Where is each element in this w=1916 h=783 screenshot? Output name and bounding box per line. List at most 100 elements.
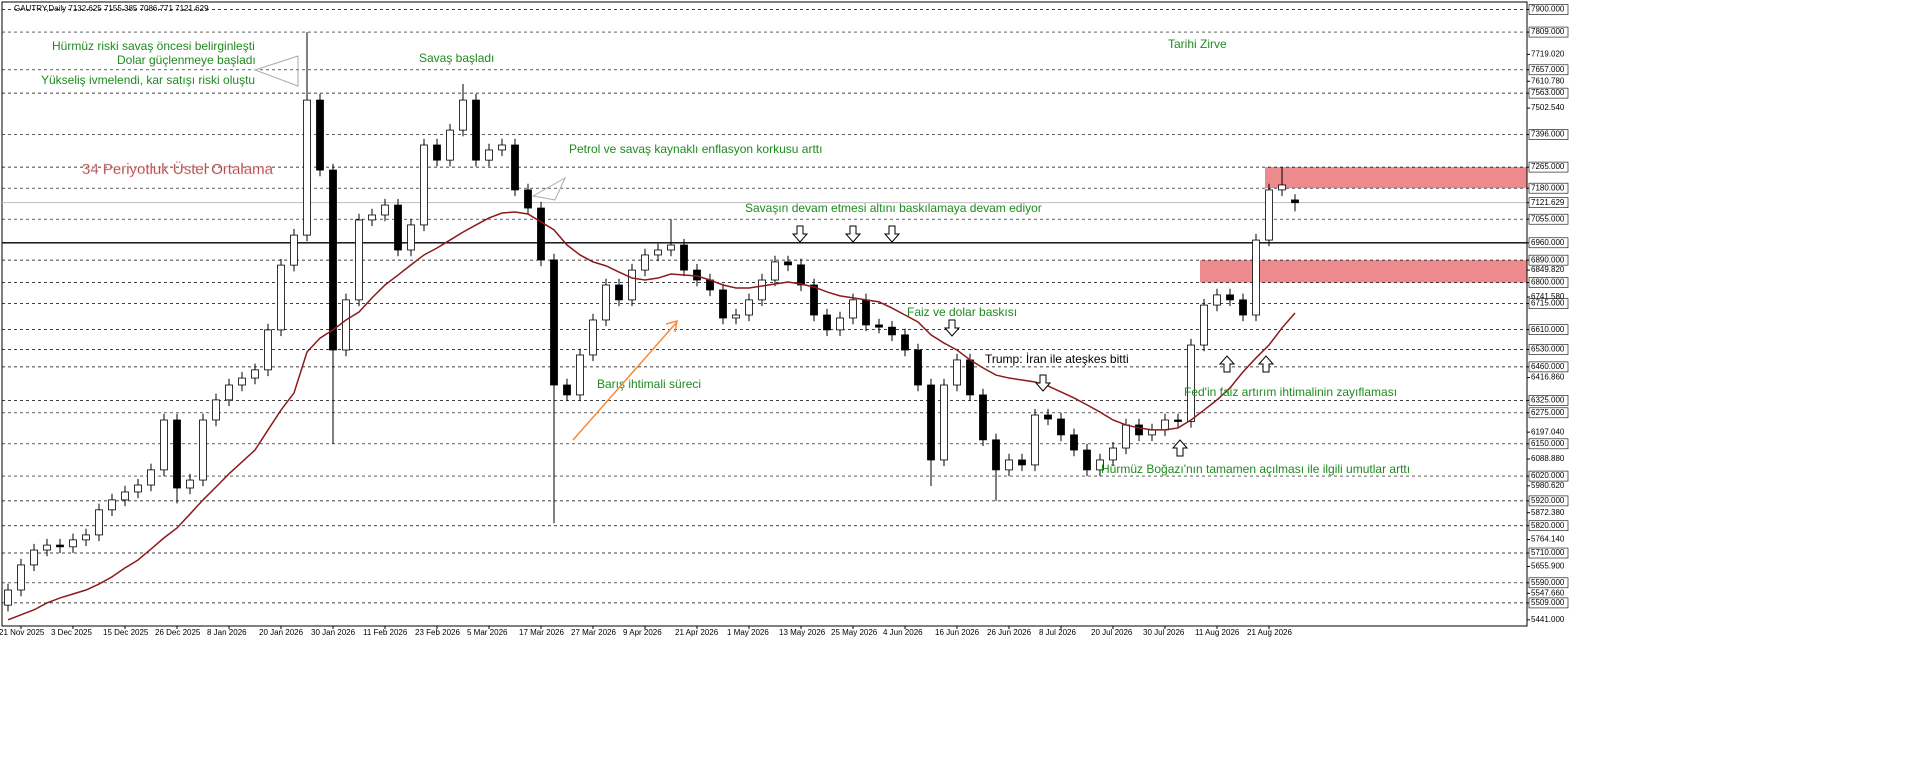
- price-box: [1528, 87, 1569, 99]
- candle-body: [719, 289, 727, 319]
- zone: [1265, 167, 1527, 189]
- candle-body: [953, 359, 961, 386]
- y-tick-label: 6416.860: [1531, 373, 1565, 382]
- plot-frame: [1, 1, 1528, 627]
- price-axis: 21 Nov 2025 3 Dec 2025 15 Dec 2025 26 Dec 2…: [0, 2, 1569, 637]
- price-box: [1528, 495, 1569, 507]
- candle-body: [966, 359, 974, 396]
- annotation: Fed'in faiz artırım ihtimalinin zayıflam…: [1184, 385, 1397, 399]
- candle-body: [1213, 294, 1221, 306]
- candle-body: [927, 384, 935, 461]
- price-box: [1528, 520, 1569, 532]
- candle-body: [667, 244, 675, 251]
- y-tick-label: 5764.140: [1531, 535, 1565, 544]
- candles: [4, 32, 1299, 621]
- candle-body: [563, 384, 571, 396]
- price-box: [1528, 213, 1569, 225]
- annotations: GAUTRY,Daily 7132.625 7155.385 7086.771 …: [14, 4, 1410, 476]
- x-tick-label: 3 Dec 2025: [51, 628, 92, 637]
- candle-body: [628, 269, 636, 301]
- up-arrow: [1219, 355, 1235, 373]
- y-tick-label: 6530.000: [1531, 345, 1565, 354]
- candle-body: [1239, 299, 1247, 316]
- ema-line: [7, 211, 1296, 621]
- price-box: [1528, 182, 1569, 194]
- candle-body: [758, 279, 766, 301]
- candle-body: [1044, 414, 1052, 420]
- candle-body: [875, 324, 883, 328]
- candle-body: [888, 326, 896, 336]
- x-tick-label: 23 Feb 2026: [415, 628, 460, 637]
- price-box: [1528, 395, 1569, 406]
- x-tick-label: 21 Nov 2025: [0, 628, 45, 637]
- price-box: [1528, 324, 1569, 335]
- price-box: [1528, 237, 1569, 249]
- candle-body: [381, 204, 389, 216]
- marker-triangle: [253, 55, 299, 87]
- candle-body: [1291, 199, 1299, 204]
- down-arrow: [944, 319, 960, 337]
- levels: [2, 9, 1527, 604]
- y-tick-label: 5441.000: [1531, 615, 1565, 624]
- y-tick-label: 7563.000: [1531, 88, 1565, 97]
- x-tick-label: 5 Mar 2026: [467, 628, 508, 637]
- price-box: [1528, 277, 1569, 288]
- y-tick-label: 6275.000: [1531, 408, 1565, 417]
- trend-arrow: [572, 322, 677, 441]
- price-box: [1528, 4, 1569, 15]
- candle-body: [823, 314, 831, 331]
- candle-body: [602, 284, 610, 321]
- candle-body: [1057, 418, 1065, 436]
- candle-body: [56, 544, 64, 548]
- y-tick-label: 6460.000: [1531, 362, 1565, 371]
- down-arrow: [884, 225, 900, 243]
- candle-body: [472, 99, 480, 161]
- candle-body: [420, 144, 428, 226]
- candle-body: [1252, 239, 1260, 316]
- y-tick-label: 7396.000: [1531, 130, 1565, 139]
- x-tick-label: 30 Jan 2026: [311, 628, 356, 637]
- candle-body: [290, 234, 298, 266]
- chart-title: GAUTRY,Daily 7132.625 7155.385 7086.771 …: [14, 4, 209, 13]
- x-tick-label: 4 Jun 2026: [883, 628, 923, 637]
- price-box: [1528, 197, 1569, 208]
- candle-body: [1278, 184, 1286, 191]
- price-box: [1528, 547, 1569, 559]
- candle-body: [1135, 424, 1143, 436]
- candle-body: [1122, 424, 1130, 449]
- y-tick-label: 6800.000: [1531, 278, 1565, 287]
- y-tick-label: 7900.000: [1531, 5, 1565, 14]
- x-tick-label: 25 May 2026: [831, 628, 878, 637]
- y-tick-label: 7657.000: [1531, 65, 1565, 74]
- price-box: [1528, 407, 1569, 419]
- annotation: Savaşın devam etmesi altını baskılamaya …: [745, 201, 1042, 215]
- candle-body: [303, 99, 311, 236]
- y-tick-label: 5872.380: [1531, 508, 1565, 517]
- x-tick-label: 27 Mar 2026: [571, 628, 616, 637]
- price-box: [1528, 254, 1569, 266]
- x-tick-label: 26 Dec 2025: [155, 628, 201, 637]
- y-tick-label: 7265.000: [1531, 162, 1565, 171]
- up-arrow: [1258, 355, 1274, 373]
- y-tick-label: 7610.780: [1531, 76, 1565, 85]
- x-tick-label: 26 Jun 2026: [987, 628, 1032, 637]
- candle-body: [173, 419, 181, 489]
- price-box: [1528, 26, 1569, 38]
- candle-body: [771, 261, 779, 281]
- y-tick-label: 6088.880: [1531, 454, 1565, 463]
- candle-body: [95, 509, 103, 536]
- y-tick-label: 7121.629: [1531, 198, 1565, 207]
- candle-body: [121, 491, 129, 501]
- y-tick-label: 5655.900: [1531, 562, 1565, 571]
- annotation: Dolar güçlenmeye başladı: [117, 53, 256, 67]
- price-box: [1528, 298, 1569, 309]
- candle-body: [251, 369, 259, 379]
- candle-body: [82, 534, 90, 541]
- y-tick-label: 6960.000: [1531, 238, 1565, 247]
- x-tick-label: 16 Jun 2026: [935, 628, 980, 637]
- candle-body: [524, 189, 532, 209]
- candle-body: [849, 299, 857, 319]
- candle-body: [693, 269, 701, 281]
- trend-arrow-head: [665, 319, 678, 333]
- candle-body: [979, 394, 987, 441]
